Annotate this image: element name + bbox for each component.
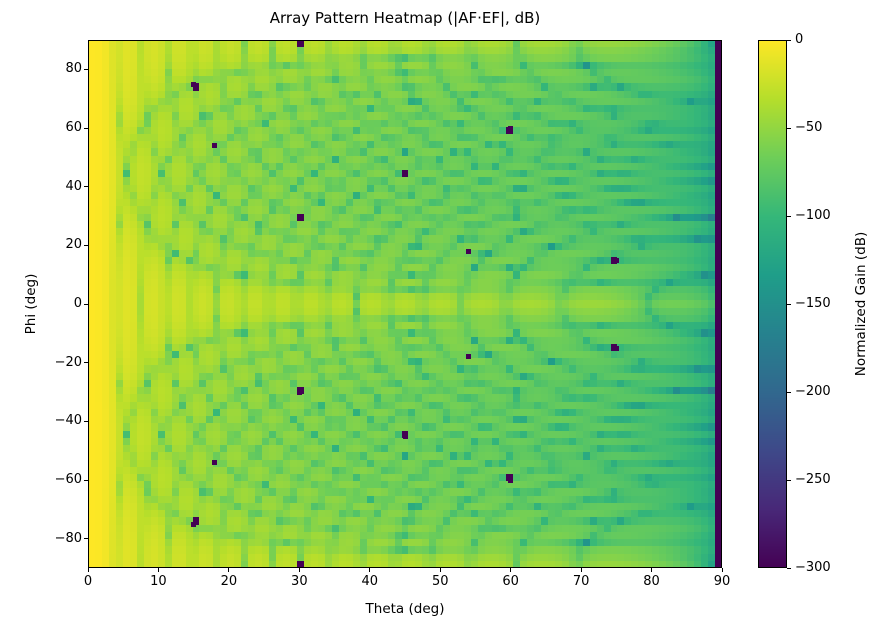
colorbar-label: Normalized Gain (dB) — [853, 231, 869, 377]
colorbar-tick-label: −100 — [795, 208, 831, 223]
y-axis-label: Phi (deg) — [23, 273, 39, 335]
colorbar-tick-mark — [787, 479, 791, 481]
x-tick-mark — [157, 568, 159, 572]
x-tick-label: 50 — [431, 574, 449, 589]
y-tick-mark — [84, 68, 88, 70]
heatmap-image — [88, 40, 722, 568]
y-tick-label: 40 — [65, 178, 82, 194]
y-tick-label: 80 — [65, 61, 82, 77]
y-tick-mark — [84, 127, 88, 129]
colorbar-tick-mark — [787, 215, 791, 217]
x-tick-mark — [369, 568, 371, 572]
colorbar-tick-mark — [787, 303, 791, 305]
y-tick-mark — [84, 186, 88, 188]
x-tick-mark — [580, 568, 582, 572]
x-tick-mark — [298, 568, 300, 572]
colorbar-tick-label: −250 — [795, 472, 831, 487]
x-tick-label: 80 — [643, 574, 660, 589]
y-tick-label: −20 — [54, 354, 82, 370]
x-tick-label: 60 — [502, 574, 519, 589]
y-tick-label: 20 — [65, 237, 82, 253]
y-tick-label: 60 — [65, 120, 82, 135]
x-tick-mark — [439, 568, 441, 572]
y-tick-mark — [84, 420, 88, 422]
x-tick-mark — [721, 568, 723, 572]
x-tick-label: 40 — [361, 574, 379, 589]
x-tick-label: 10 — [150, 574, 167, 589]
y-tick-label: −60 — [54, 472, 82, 487]
y-tick-label: 0 — [73, 296, 82, 311]
x-tick-mark — [651, 568, 653, 572]
colorbar-tick-mark — [787, 39, 791, 41]
colorbar-tick-mark — [787, 391, 791, 393]
y-tick-label: −40 — [54, 413, 82, 429]
x-tick-mark — [87, 568, 89, 572]
colorbar-tick-label: 0 — [795, 32, 804, 47]
x-tick-mark — [510, 568, 512, 572]
y-tick-mark — [84, 362, 88, 364]
colorbar-tick-mark — [787, 567, 791, 569]
colorbar-tick-mark — [787, 127, 791, 129]
y-tick-mark — [84, 303, 88, 305]
chart-title: Array Pattern Heatmap (|AF·EF|, dB) — [269, 9, 541, 27]
x-tick-mark — [228, 568, 230, 572]
x-tick-label: 20 — [220, 574, 238, 589]
colorbar-tick-label: −200 — [795, 384, 831, 399]
x-axis-label: Theta (deg) — [365, 601, 445, 617]
x-tick-label: 70 — [572, 574, 590, 589]
x-tick-label: 90 — [713, 574, 731, 589]
y-tick-label: −80 — [54, 530, 82, 546]
y-tick-mark — [84, 244, 88, 246]
x-tick-label: 0 — [83, 574, 93, 589]
colorbar-tick-label: −150 — [795, 296, 831, 311]
y-tick-mark — [84, 538, 88, 540]
y-tick-mark — [84, 479, 88, 481]
colorbar-gradient — [758, 40, 787, 568]
colorbar-tick-label: −300 — [795, 560, 831, 575]
x-tick-label: 30 — [291, 574, 308, 589]
colorbar-tick-label: −50 — [795, 120, 823, 135]
